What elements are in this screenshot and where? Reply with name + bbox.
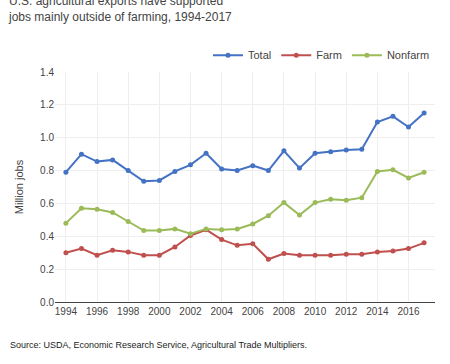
svg-text:2000: 2000	[148, 306, 171, 317]
svg-text:0.6: 0.6	[40, 198, 54, 209]
svg-text:1998: 1998	[117, 306, 140, 317]
svg-text:2002: 2002	[179, 306, 202, 317]
svg-text:2010: 2010	[304, 306, 327, 317]
svg-text:2008: 2008	[273, 306, 296, 317]
svg-text:0.2: 0.2	[40, 264, 54, 275]
svg-text:2012: 2012	[335, 306, 358, 317]
svg-text:1.2: 1.2	[40, 99, 54, 110]
svg-text:2016: 2016	[397, 306, 420, 317]
svg-text:1.4: 1.4	[40, 67, 54, 78]
svg-text:0.8: 0.8	[40, 165, 54, 176]
svg-text:0.4: 0.4	[40, 231, 54, 242]
svg-text:1.0: 1.0	[40, 132, 54, 143]
svg-text:Nonfarm: Nonfarm	[387, 49, 429, 61]
svg-text:Total: Total	[248, 49, 271, 61]
svg-text:Source: USDA, Economic Researc: Source: USDA, Economic Research Service,…	[10, 340, 307, 350]
svg-text:U.S. agricultural exports have: U.S. agricultural exports have supported…	[8, 0, 232, 24]
svg-text:2004: 2004	[211, 306, 234, 317]
svg-text:Million jobs: Million jobs	[13, 159, 25, 214]
svg-text:0.0: 0.0	[40, 297, 54, 308]
svg-text:2014: 2014	[366, 306, 389, 317]
svg-text:1994: 1994	[55, 306, 78, 317]
svg-text:1996: 1996	[86, 306, 109, 317]
svg-text:Farm: Farm	[316, 49, 342, 61]
svg-text:2006: 2006	[242, 306, 265, 317]
